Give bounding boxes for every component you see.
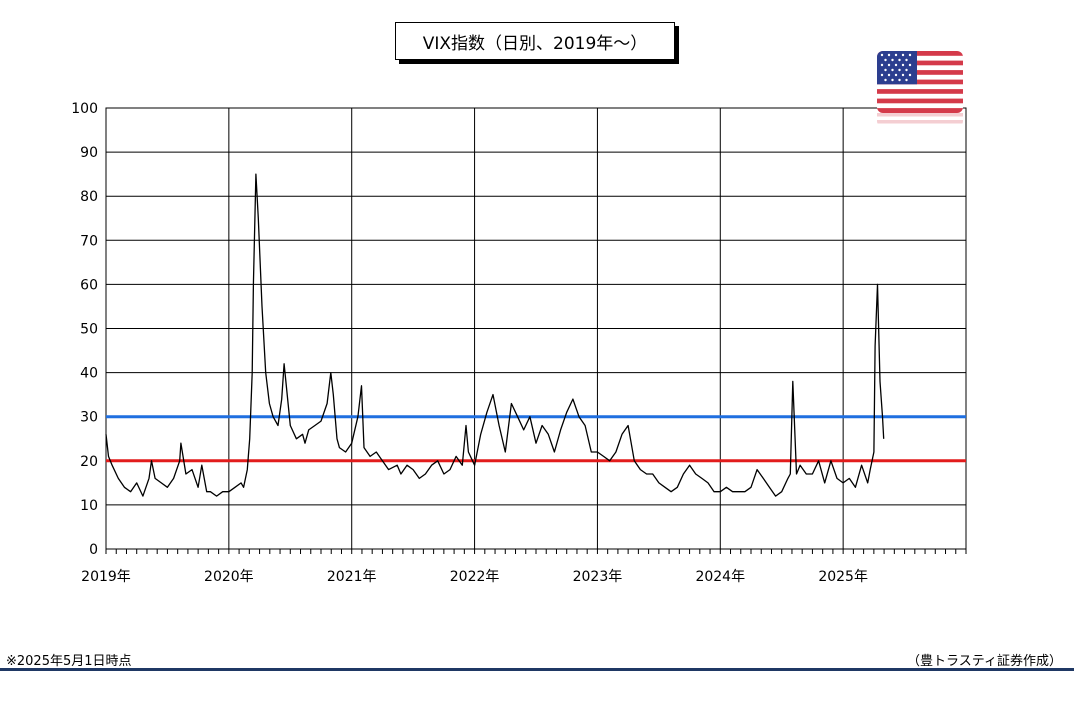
y-tick-label: 100 — [71, 101, 98, 117]
x-tick-label: 2024年 — [695, 569, 745, 585]
flag-reflection — [877, 113, 963, 127]
x-tick-label: 2021年 — [327, 569, 377, 585]
credit-note: （豊トラスティ証券作成） — [907, 654, 1062, 669]
x-tick-label: 2020年 — [204, 569, 254, 585]
x-tick-label: 2019年 — [81, 569, 131, 585]
vix-line-chart: 0 10 20 30 40 50 60 70 80 90 100 2019年 2020年 2021年 202… — [71, 101, 967, 585]
y-tick-label: 0 — [89, 542, 98, 558]
bottom-divider — [0, 668, 1074, 671]
x-tick-label: 2023年 — [573, 569, 623, 585]
x-tick-label: 2025年 — [818, 569, 868, 585]
y-tick-label: 30 — [80, 410, 98, 426]
y-tick-label: 40 — [80, 366, 98, 382]
y-tick-label: 60 — [80, 277, 98, 293]
y-tick-label: 80 — [80, 189, 98, 205]
us-flag-icon — [877, 51, 963, 113]
y-tick-label: 20 — [80, 454, 98, 470]
y-tick-label: 50 — [80, 322, 98, 338]
chart-title: VIX指数（日別、2019年～） — [395, 22, 675, 60]
x-tick-label: 2022年 — [450, 569, 500, 585]
chart-title-text: VIX指数（日別、2019年～） — [422, 33, 648, 54]
y-tick-label: 70 — [80, 233, 98, 249]
y-tick-label: 10 — [80, 498, 98, 514]
y-tick-label: 90 — [80, 145, 98, 161]
footnote: ※2025年5月1日時点 — [6, 654, 132, 669]
vix-series-line — [105, 173, 885, 497]
